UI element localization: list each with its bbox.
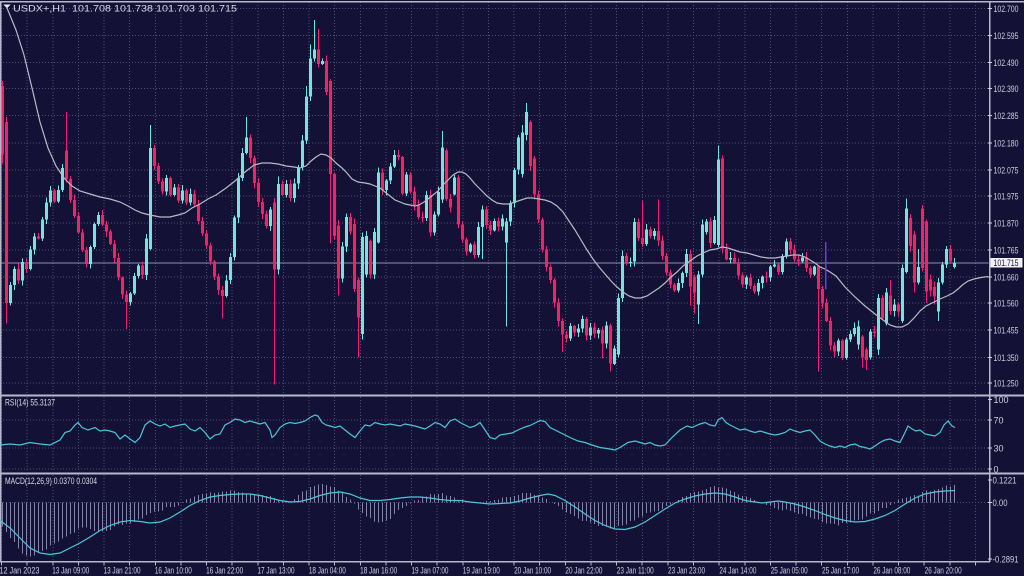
svg-text:23 Jan 11:00: 23 Jan 11:00 [617,566,654,576]
svg-text:102.285: 102.285 [994,111,1019,121]
svg-text:RSI(14) 55.3137: RSI(14) 55.3137 [5,398,55,408]
svg-text:23 Jan 23:00: 23 Jan 23:00 [668,566,705,576]
svg-text:26 Jan 20:00: 26 Jan 20:00 [925,566,962,576]
svg-text:20 Jan 10:00: 20 Jan 10:00 [514,566,551,576]
svg-text:101.765: 101.765 [994,246,1019,256]
svg-text:18 Jan 04:00: 18 Jan 04:00 [309,566,346,576]
svg-text:102.700: 102.700 [994,4,1019,14]
svg-text:16 Jan 22:00: 16 Jan 22:00 [206,566,243,576]
svg-text:101.870: 101.870 [994,218,1019,228]
svg-text:USDX+,H1 101.708 101.738 101.: USDX+,H1 101.708 101.738 101.703 101.715 [13,4,237,15]
svg-text:101.560: 101.560 [994,299,1019,309]
svg-text:102.595: 102.595 [994,31,1019,41]
svg-text:101.660: 101.660 [994,273,1019,283]
svg-text:0.00: 0.00 [993,498,1008,508]
svg-text:70: 70 [994,416,1004,426]
svg-text:17 Jan 13:00: 17 Jan 13:00 [258,566,295,576]
svg-text:25 Jan 17:00: 25 Jan 17:00 [822,566,859,576]
svg-text:101.350: 101.350 [994,353,1019,363]
svg-text:13 Jan 09:00: 13 Jan 09:00 [52,566,89,576]
svg-text:102.180: 102.180 [994,138,1019,148]
svg-text:-0.2891: -0.2891 [993,555,1019,565]
svg-text:101.975: 101.975 [994,191,1019,201]
svg-text:0: 0 [994,464,999,474]
svg-text:101.715: 101.715 [994,258,1019,268]
svg-text:12 Jan 2023: 12 Jan 2023 [0,566,39,576]
svg-text:18 Jan 16:00: 18 Jan 16:00 [360,566,397,576]
svg-text:102.490: 102.490 [994,58,1019,68]
svg-text:20 Jan 22:00: 20 Jan 22:00 [565,566,602,576]
svg-text:MACD(12,26,9) 0.0370 0.0304: MACD(12,26,9) 0.0370 0.0304 [5,476,97,486]
svg-text:100: 100 [994,395,1009,405]
svg-text:102.390: 102.390 [994,84,1019,94]
svg-text:19 Jan 19:00: 19 Jan 19:00 [463,566,500,576]
svg-text:24 Jan 14:00: 24 Jan 14:00 [719,566,756,576]
svg-text:25 Jan 05:00: 25 Jan 05:00 [771,566,808,576]
svg-text:19 Jan 07:00: 19 Jan 07:00 [411,566,448,576]
svg-text:16 Jan 10:00: 16 Jan 10:00 [155,566,192,576]
svg-text:101.250: 101.250 [994,379,1019,389]
svg-text:30: 30 [994,443,1004,453]
svg-text:0.1221: 0.1221 [993,476,1017,486]
svg-text:102.075: 102.075 [994,165,1019,175]
svg-text:13 Jan 21:00: 13 Jan 21:00 [104,566,141,576]
svg-text:101.455: 101.455 [994,326,1019,336]
svg-text:26 Jan 08:00: 26 Jan 08:00 [873,566,910,576]
